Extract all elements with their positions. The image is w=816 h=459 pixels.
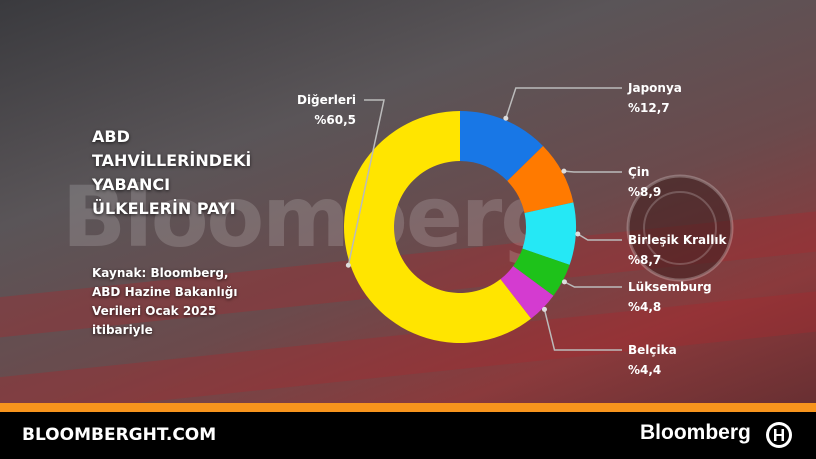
brand-name: Bloomberg: [640, 421, 751, 444]
donut-segment: [500, 266, 554, 319]
segment-value-label: %8,7: [628, 253, 661, 267]
leader-line: [543, 309, 622, 351]
accent-bar: [0, 403, 816, 412]
segment-value-label: %12,7: [628, 101, 670, 115]
donut-segment: [460, 111, 544, 181]
segment-label: Japonya: [627, 81, 682, 95]
segment-value-label: %8,9: [628, 185, 661, 199]
leader-dot: [561, 168, 567, 174]
segment-value-label: %60,5: [314, 113, 356, 127]
brand-logo: [766, 422, 792, 448]
source-note: Kaynak: Bloomberg, ABD Hazine Bakanlığı …: [92, 266, 238, 337]
segment-value-label: %4,4: [628, 363, 661, 377]
segment-value-label: %4,8: [628, 300, 661, 314]
segment-label: Diğerleri: [297, 93, 356, 107]
leader-dot: [561, 279, 567, 285]
donut-segment: [507, 146, 574, 214]
footer: [0, 412, 816, 459]
watermark: Bloomberg: [62, 168, 560, 266]
site-url: BLOOMBERGHT.COM: [22, 425, 217, 445]
segment-label: Birleşik Krallık: [628, 233, 727, 247]
segment-label: Belçika: [628, 343, 677, 357]
leader-dot: [575, 231, 581, 237]
chart-title: ABD TAHVİLLERİNDEKİ YABANCI ÜLKELERİN PA…: [92, 127, 252, 218]
leader-dot: [345, 262, 351, 268]
leader-line: [563, 170, 622, 173]
donut-segment: [522, 202, 576, 265]
leader-line: [505, 87, 622, 119]
leader-dot: [541, 306, 547, 312]
leader-line: [577, 233, 622, 241]
segment-label: Lüksemburg: [628, 280, 712, 294]
leader-line: [347, 99, 385, 266]
donut-segment: [513, 248, 570, 296]
donut-segment: [344, 111, 532, 343]
segment-label: Çin: [628, 165, 649, 179]
leader-line: [564, 281, 622, 288]
leader-dot: [503, 115, 509, 121]
logo-badge: [626, 174, 734, 282]
